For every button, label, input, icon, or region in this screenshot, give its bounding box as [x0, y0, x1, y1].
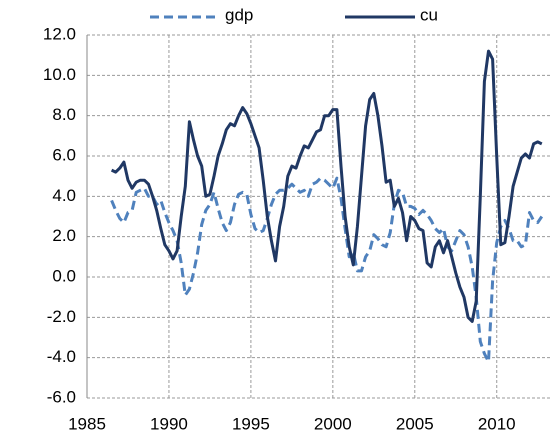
y-tick-label: 6.0: [52, 145, 76, 164]
y-tick-label: 12.0: [43, 24, 76, 43]
x-tick-label: 2000: [314, 414, 352, 433]
x-tick-label: 1995: [232, 414, 270, 433]
series-line: [110, 49, 543, 323]
y-tick-label: -2.0: [47, 307, 76, 326]
y-tick-label: -6.0: [47, 387, 76, 406]
y-tick-label: 8.0: [52, 105, 76, 124]
y-tick-label: -4.0: [47, 347, 76, 366]
series-line: [110, 176, 544, 364]
y-tick-label: 10.0: [43, 65, 76, 84]
x-tick-label: 2005: [396, 414, 434, 433]
x-tick-label: 1990: [150, 414, 188, 433]
x-tick-label: 1985: [68, 414, 106, 433]
x-tick-label: 2010: [478, 414, 516, 433]
legend-label: cu: [420, 5, 438, 24]
y-tick-label: 2.0: [52, 226, 76, 245]
y-tick-label: 4.0: [52, 186, 76, 205]
y-tick-label: 0.0: [52, 266, 76, 285]
legend-label: gdp: [225, 5, 253, 24]
